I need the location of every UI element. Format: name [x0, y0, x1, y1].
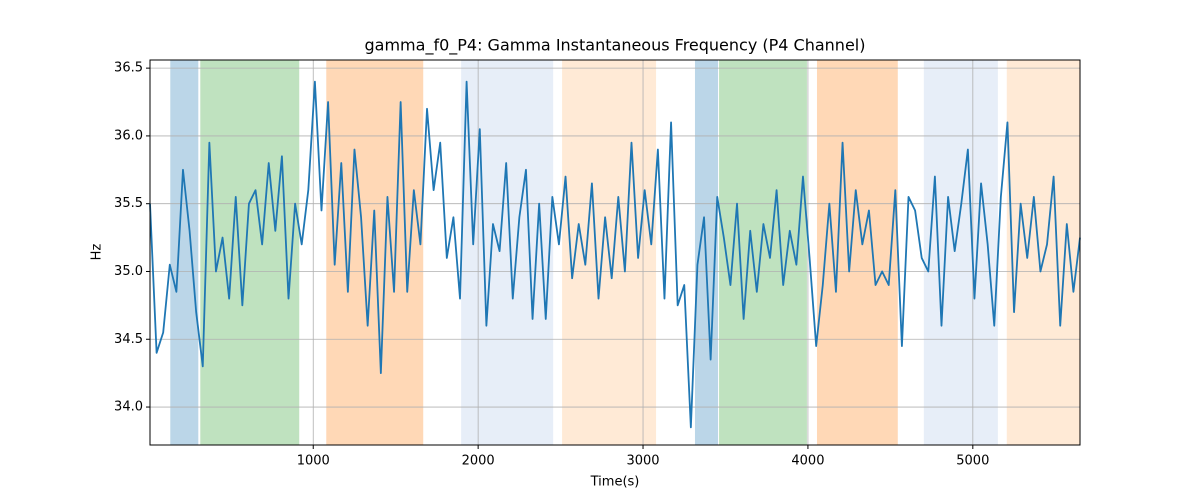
- x-tick-label: 5000: [956, 454, 989, 469]
- shaded-span: [816, 60, 898, 445]
- shaded-span: [326, 60, 424, 445]
- x-axis-label: Time(s): [590, 475, 640, 490]
- data-line: [149, 80, 1081, 429]
- y-tick-label: 35.5: [114, 196, 143, 211]
- chart-title: gamma_f0_P4: Gamma Instantaneous Frequen…: [365, 36, 866, 56]
- y-tick-label: 34.5: [114, 332, 143, 347]
- shaded-span: [461, 60, 554, 445]
- y-tick-label: 36.0: [114, 128, 143, 143]
- x-tick-label: 2000: [462, 454, 495, 469]
- shaded-span: [1006, 60, 1080, 445]
- y-tick-label: 34.0: [114, 400, 143, 415]
- shaded-span: [923, 60, 998, 445]
- y-axis-label: Hz: [90, 244, 105, 261]
- x-tick-label: 3000: [626, 454, 659, 469]
- x-tick-label: 1000: [297, 454, 330, 469]
- y-tick-label: 35.0: [114, 264, 143, 279]
- shaded-span: [170, 60, 199, 445]
- shaded-span: [200, 60, 300, 445]
- y-tick-label: 36.5: [114, 61, 143, 76]
- plot-frame: [149, 59, 1081, 446]
- x-tick-label: 4000: [791, 454, 824, 469]
